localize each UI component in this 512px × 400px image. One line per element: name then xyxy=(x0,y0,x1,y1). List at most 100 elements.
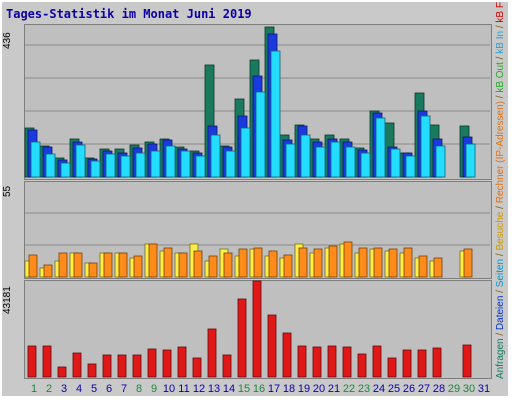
bar-seiten xyxy=(225,150,236,178)
x-tick-label: 28 xyxy=(433,383,445,395)
x-tick-label: 6 xyxy=(106,383,112,395)
bar-rechner xyxy=(373,247,383,278)
bar-seiten xyxy=(210,134,221,178)
bar-kbf xyxy=(132,354,142,378)
x-tick-label: 24 xyxy=(373,383,385,395)
bar-rechner xyxy=(358,247,368,278)
bar-seiten xyxy=(330,141,341,178)
bar-kbf xyxy=(417,349,427,378)
bar-seiten xyxy=(375,117,386,178)
bar-seiten xyxy=(30,141,41,178)
bar-seiten xyxy=(105,153,116,178)
bar-kbf xyxy=(312,346,322,378)
x-tick-label: 31 xyxy=(478,383,490,395)
bar-seiten xyxy=(255,91,266,178)
bar-seiten xyxy=(60,162,71,178)
bar-kbf xyxy=(42,345,52,378)
bar-seiten xyxy=(315,146,326,178)
x-tick-label: 3 xyxy=(61,383,67,395)
bar-rechner xyxy=(298,247,308,278)
bar-kbf xyxy=(27,345,37,378)
bar-kbf xyxy=(57,366,67,378)
bar-seiten xyxy=(45,153,56,178)
x-tick-label: 13 xyxy=(208,383,220,395)
bar-kbf xyxy=(267,314,277,378)
bar-seiten xyxy=(300,134,311,178)
bar-rechner xyxy=(313,248,323,278)
x-tick-label: 15 xyxy=(238,383,250,395)
bar-kbf xyxy=(162,349,172,378)
bar-seiten xyxy=(165,145,176,178)
bar-rechner xyxy=(88,262,98,278)
bar-kbf xyxy=(102,354,112,378)
x-tick-label: 5 xyxy=(91,383,97,395)
x-tick-label: 19 xyxy=(298,383,310,395)
bar-seiten xyxy=(120,155,131,178)
bar-seiten xyxy=(150,150,161,178)
x-tick-label: 4 xyxy=(76,383,82,395)
bar-kbf xyxy=(387,357,397,378)
x-tick-label: 25 xyxy=(388,383,400,395)
bar-kbf xyxy=(327,345,337,378)
bar-kbf xyxy=(192,357,202,378)
bar-rechner xyxy=(463,248,473,278)
bar-kbf xyxy=(87,363,97,378)
bar-kbf xyxy=(177,346,187,378)
bar-seiten xyxy=(240,127,251,178)
x-tick-label: 29 xyxy=(448,383,460,395)
bar-rechner xyxy=(118,252,128,278)
bar-kbf xyxy=(462,344,472,378)
bar-seiten xyxy=(405,155,416,178)
bar-rechner xyxy=(103,252,113,278)
bar-kbf xyxy=(342,346,352,378)
x-tick-label: 30 xyxy=(463,383,475,395)
bar-rechner xyxy=(148,243,158,278)
x-tick-label: 18 xyxy=(283,383,295,395)
x-tick-label: 27 xyxy=(418,383,430,395)
bar-kbf xyxy=(147,348,157,378)
bar-rechner xyxy=(133,255,143,278)
bar-seiten xyxy=(420,115,431,178)
x-tick-label: 7 xyxy=(121,383,127,395)
bar-rechner xyxy=(268,250,278,278)
bar-kbf xyxy=(297,345,307,378)
x-tick-label: 2 xyxy=(46,383,52,395)
bar-kbf xyxy=(432,347,442,378)
bar-kbf xyxy=(402,349,412,378)
bar-seiten xyxy=(180,150,191,178)
bar-rechner xyxy=(343,241,353,278)
x-tick-label: 12 xyxy=(193,383,205,395)
bar-seiten xyxy=(345,146,356,178)
bar-seiten xyxy=(90,160,101,178)
bar-kbf xyxy=(372,345,382,378)
bar-kbf xyxy=(237,298,247,378)
bar-rechner xyxy=(28,254,38,278)
bar-rechner xyxy=(178,252,188,278)
bar-rechner xyxy=(223,252,233,278)
x-tick-label: 23 xyxy=(358,383,370,395)
x-tick-label: 21 xyxy=(328,383,340,395)
bar-kbf xyxy=(252,280,262,378)
bar-rechner xyxy=(283,254,293,278)
bar-kbf xyxy=(72,352,82,378)
bar-rechner xyxy=(403,247,413,278)
bar-seiten xyxy=(135,152,146,178)
x-tick-label: 22 xyxy=(343,383,355,395)
bar-rechner xyxy=(163,247,173,278)
x-tick-label: 14 xyxy=(223,383,235,395)
x-tick-label: 11 xyxy=(178,383,189,395)
chart-title: Tages-Statistik im Monat Juni 2019 xyxy=(6,7,252,21)
bar-seiten xyxy=(360,152,371,178)
bar-kbf xyxy=(357,353,367,378)
bar-seiten xyxy=(435,145,446,178)
bar-rechner xyxy=(253,247,263,278)
bar-seiten xyxy=(270,50,281,178)
bar-seiten xyxy=(465,143,476,178)
x-tick-label: 10 xyxy=(163,383,175,395)
bar-seiten xyxy=(75,144,86,178)
bar-rechner xyxy=(418,255,428,278)
bar-seiten xyxy=(285,143,296,178)
x-tick-label: 8 xyxy=(136,383,142,395)
x-tick-label: 20 xyxy=(313,383,325,395)
